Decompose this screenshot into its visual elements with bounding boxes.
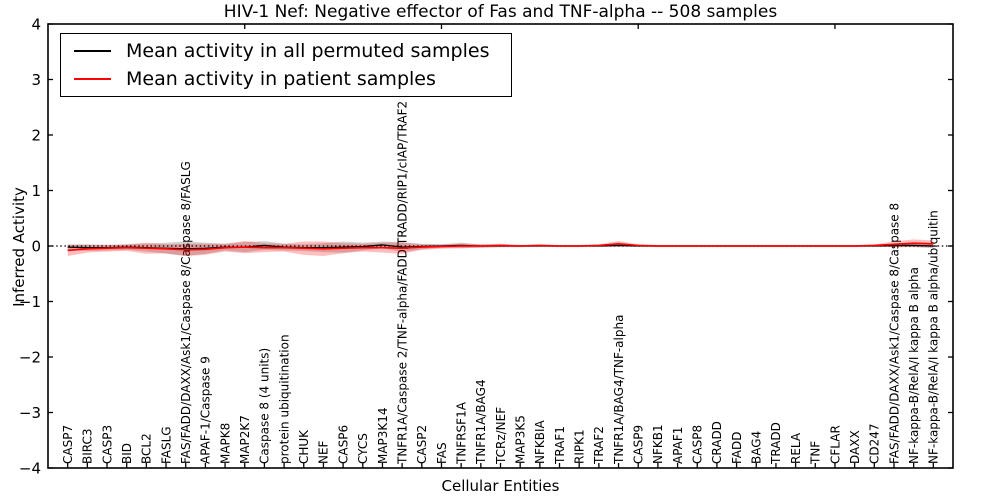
x-tick-label: FAS/FADD/DAXX/Ask1/Caspase 8/Caspase 8: [887, 203, 901, 464]
x-tick-label: FADD: [730, 432, 744, 465]
x-tick-label: BID: [120, 443, 134, 464]
x-tick-label: TCRz/NEF: [494, 407, 508, 465]
x-tick-label: CASP2: [415, 425, 429, 464]
x-tick-label: NF-kappa-B/RelA/I kappa B alpha/ubiquiti…: [927, 210, 941, 464]
x-tick-label: TNFR1A/Caspase 2/TNF-alpha/FADD/TRADD/RI…: [395, 101, 409, 465]
y-tick-label: 4: [31, 15, 41, 33]
x-tick-label: TNFRSF1A: [454, 401, 468, 465]
x-tick-label: NEF: [317, 440, 331, 464]
x-tick-label: DAXX: [848, 430, 862, 464]
x-tick-label: CFLAR: [828, 425, 842, 464]
x-tick-label: CASP9: [632, 425, 646, 464]
legend: Mean activity in all permuted samples Me…: [60, 33, 512, 97]
x-tick-label: CASP6: [336, 425, 350, 464]
y-tick-label: −2: [19, 348, 41, 366]
x-tick-label: RIPK1: [572, 429, 586, 464]
legend-item-permuted: Mean activity in all permuted samples: [74, 39, 511, 62]
x-tick-label: TRAF1: [553, 426, 567, 465]
x-tick-label: TRAF2: [592, 426, 606, 465]
confidence-band-0: [67, 241, 934, 256]
legend-line-permuted-samples: [74, 49, 111, 52]
x-tick-label: MAP2K7: [238, 415, 252, 464]
legend-label-patient-samples: Mean activity in patient samples: [126, 67, 436, 90]
x-tick-label: protein ubiquitination: [277, 334, 291, 464]
confidence-band-1: [67, 239, 934, 256]
x-tick-label: MAPK8: [218, 423, 232, 464]
y-tick-label: 0: [31, 237, 41, 255]
x-tick-label: MAP3K5: [513, 415, 527, 464]
y-tick-label: 1: [31, 182, 41, 200]
x-tick-label: CASP7: [61, 425, 75, 464]
x-tick-label: BCL2: [140, 433, 154, 464]
x-tick-label: CYCS: [356, 433, 370, 464]
x-tick-label: NFKBIA: [533, 419, 547, 464]
x-tick-label: NF-kappa-B/RelA/I kappa B alpha: [907, 267, 921, 464]
legend-item-patient: Mean activity in patient samples: [74, 67, 511, 90]
y-tick-label: −4: [19, 459, 41, 477]
y-tick-label: −1: [19, 293, 41, 311]
x-tick-label: FAS: [435, 442, 449, 464]
y-tick-label: 2: [31, 126, 41, 144]
x-tick-label: TNFR1A/BAG4/TNF-alpha: [612, 315, 626, 465]
x-tick-label: CD247: [868, 423, 882, 464]
x-tick-label: APAF-1/Caspase 9: [199, 356, 213, 464]
x-tick-label: Caspase 8 (4 units): [258, 348, 272, 464]
x-tick-label: APAF1: [671, 427, 685, 464]
x-tick-label: BAG4: [750, 431, 764, 464]
y-axis-label: Inferred Activity: [10, 187, 28, 307]
x-tick-label: MAP3K14: [376, 407, 390, 464]
x-tick-label: FASLG: [159, 426, 173, 464]
x-tick-label: CASP3: [100, 425, 114, 464]
x-tick-label: FAS/FADD/DAXX/Ask1/Caspase 8/Caspase 8/F…: [179, 161, 193, 464]
x-tick-label: CHUK: [297, 429, 311, 464]
legend-line-patient-samples: [74, 77, 111, 80]
legend-label-permuted-samples: Mean activity in all permuted samples: [126, 39, 490, 62]
x-tick-label: BIRC3: [81, 428, 95, 464]
series-line-1: [67, 242, 934, 252]
x-tick-label: TNF: [809, 441, 823, 465]
x-tick-label: RELA: [789, 432, 803, 464]
y-tick-label: 3: [31, 71, 41, 89]
x-tick-label: CRADD: [710, 421, 724, 464]
y-tick-label: −3: [19, 404, 41, 422]
x-tick-label: TRADD: [769, 422, 783, 465]
x-tick-label: CASP8: [691, 425, 705, 464]
chart-title: HIV-1 Nef: Negative effector of Fas and …: [223, 2, 778, 22]
x-axis-label: Cellular Entities: [441, 477, 560, 495]
x-tick-label: NFKB1: [651, 424, 665, 464]
x-tick-label: TNFR1A/BAG4: [474, 379, 488, 465]
